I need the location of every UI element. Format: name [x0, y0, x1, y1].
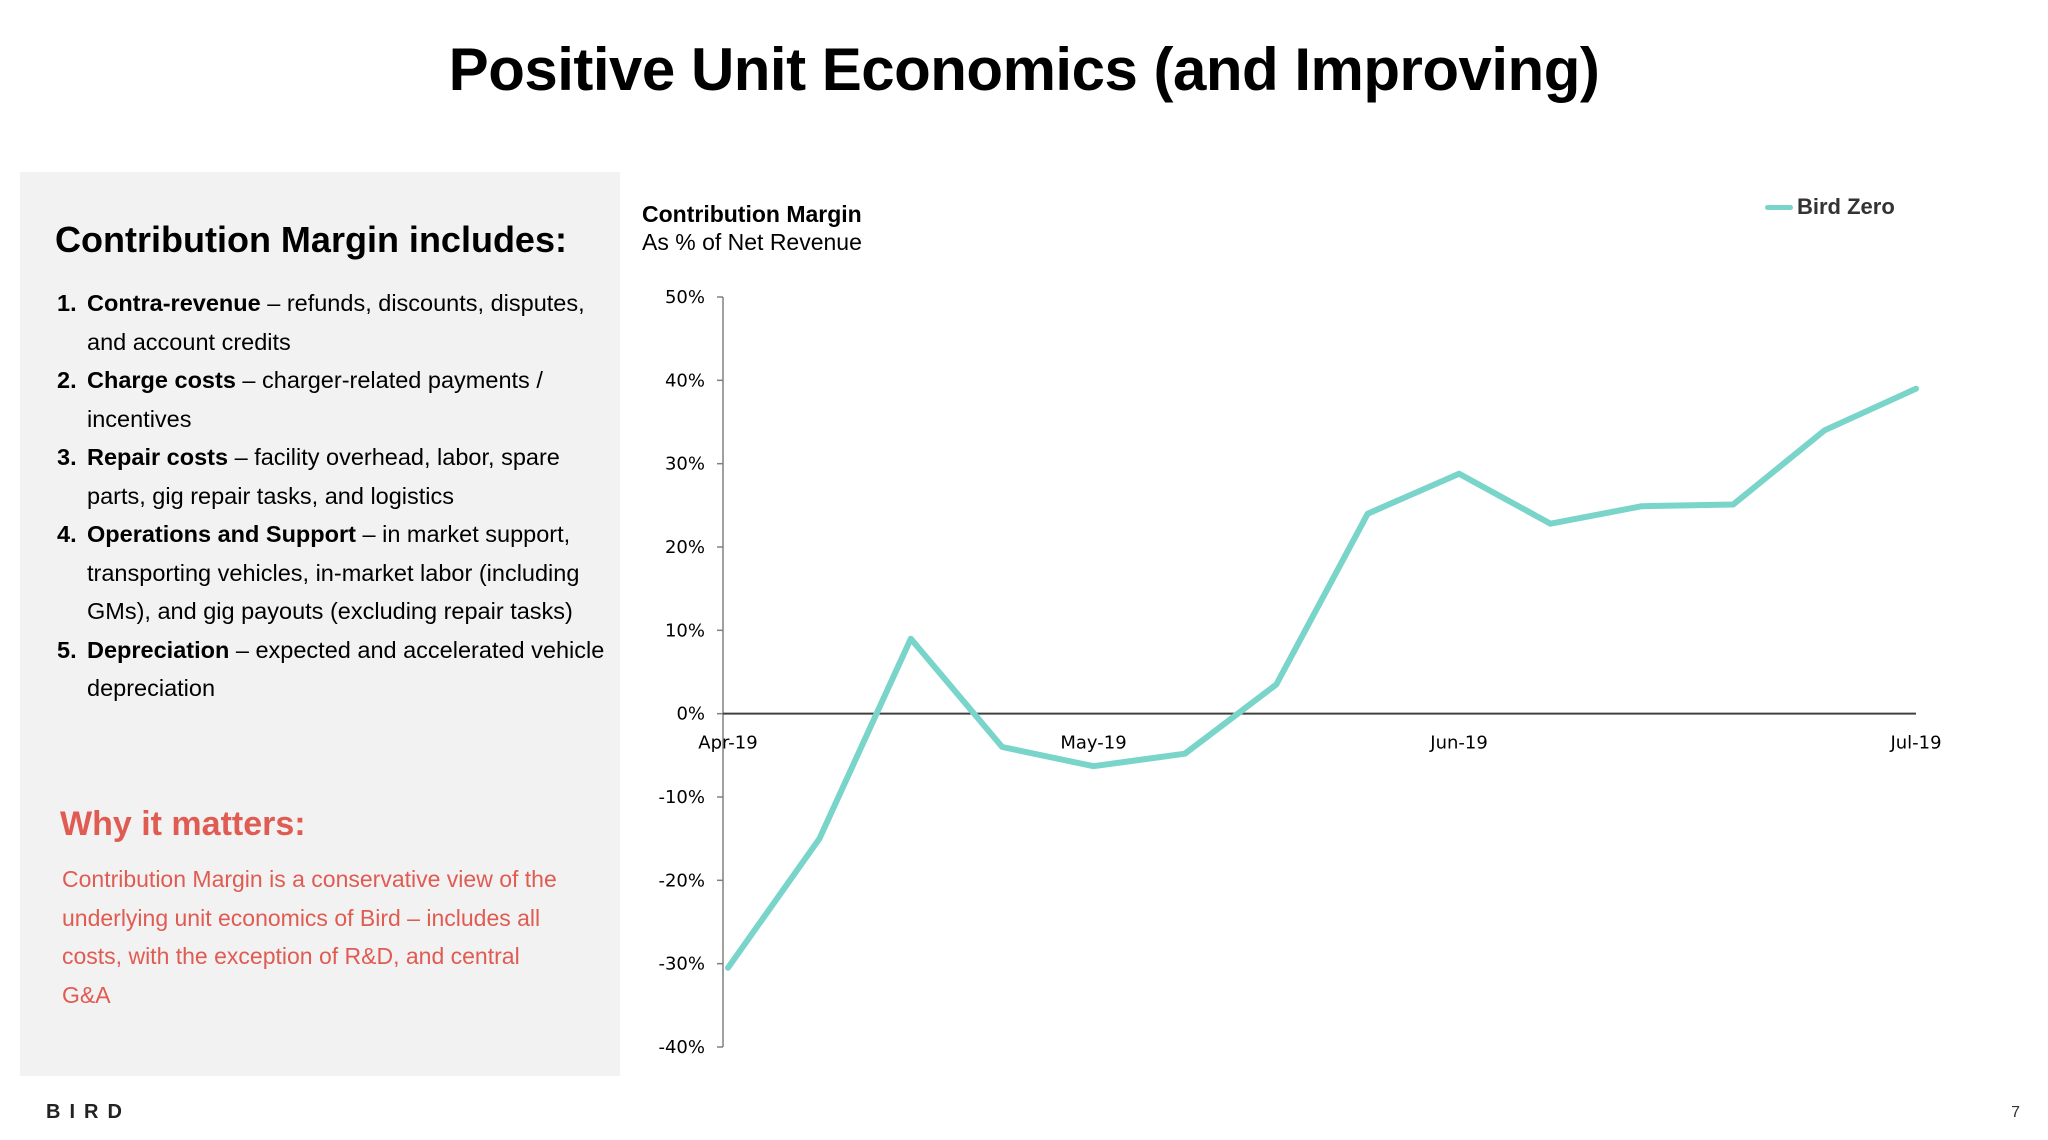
- sidebar-panel: Contribution Margin includes: 1. Contra-…: [20, 172, 620, 1076]
- chart-subtitle: As % of Net Revenue: [642, 229, 862, 255]
- chart-title-block: Contribution Margin As % of Net Revenue: [642, 200, 862, 256]
- data-point: [1548, 522, 1552, 526]
- list-number: 3.: [57, 444, 77, 470]
- list-item-title: Contra-revenue: [87, 290, 261, 316]
- list-item-text: – charger-related payments / incentives: [87, 367, 543, 432]
- data-point: [817, 837, 821, 841]
- list-item: 4. Operations and Support – in market su…: [57, 515, 612, 631]
- data-point: [1731, 503, 1735, 506]
- data-point: [1640, 504, 1644, 508]
- why-heading: Why it matters:: [60, 805, 306, 843]
- y-tick-label: -30%: [658, 954, 705, 975]
- y-tick-label: 0%: [676, 704, 705, 725]
- x-tick-label: Apr-19: [698, 733, 757, 754]
- page-number: 7: [2011, 1104, 2020, 1121]
- data-point: [1092, 764, 1096, 768]
- list-item-text: – expected and accelerated vehicle depre…: [87, 636, 605, 702]
- cost-list: 1. Contra-revenue – refunds, discounts, …: [57, 284, 612, 708]
- list-item-title: Charge costs: [87, 367, 236, 393]
- list-item-title: Operations and Support: [87, 521, 356, 547]
- data-point: [909, 637, 913, 641]
- page-title: Positive Unit Economics (and Improving): [448, 36, 1600, 103]
- data-point: [1274, 683, 1278, 686]
- chart-title: Contribution Margin: [642, 201, 862, 227]
- data-point: [1000, 745, 1004, 749]
- sidebar-heading: Contribution Margin includes:: [55, 219, 567, 260]
- list-item-text: – facility overhead, labor, spare parts,…: [87, 444, 560, 509]
- y-tick-label: -20%: [658, 870, 705, 891]
- list-item: 3. Repair costs – facility overhead, lab…: [57, 438, 612, 515]
- bird-logo: BIRD: [46, 1101, 131, 1123]
- list-item: 2. Charge costs – charger-related paymen…: [57, 361, 612, 438]
- y-tick-label: 50%: [665, 287, 705, 308]
- x-tick-label: May-19: [1060, 733, 1126, 754]
- legend-swatch: [1765, 204, 1793, 210]
- y-tick-label: -10%: [658, 787, 705, 808]
- data-point: [726, 966, 730, 970]
- data-point: [1914, 387, 1918, 391]
- data-point: [1183, 752, 1187, 756]
- x-tick-label: Jun-19: [1429, 733, 1488, 754]
- list-number: 5.: [57, 636, 77, 663]
- legend-label: Bird Zero: [1797, 194, 1895, 219]
- list-item-text: – refunds, discounts, disputes, and acco…: [87, 290, 585, 355]
- data-point: [1366, 512, 1370, 516]
- data-point: [1823, 428, 1827, 432]
- data-point: [1457, 472, 1461, 476]
- x-tick-label: Jul-19: [1889, 733, 1941, 754]
- y-tick-label: 10%: [665, 620, 705, 641]
- list-item-text: – in market support, transporting vehicl…: [87, 521, 580, 624]
- list-number: 1.: [57, 290, 77, 316]
- why-text: Contribution Margin is a conservative vi…: [62, 866, 557, 1008]
- list-item: 1. Contra-revenue – refunds, discounts, …: [57, 284, 612, 361]
- series-line-bird-zero: [725, 385, 1919, 971]
- y-tick-label: 20%: [665, 537, 705, 558]
- list-item-title: Depreciation: [87, 636, 230, 663]
- list-item-title: Repair costs: [87, 444, 229, 470]
- list-number: 4.: [57, 521, 77, 547]
- y-tick-label: 30%: [665, 454, 705, 475]
- y-tick-label: 40%: [665, 370, 705, 391]
- list-number: 2.: [57, 367, 77, 393]
- chart-legend: Bird Zero: [1765, 194, 1895, 220]
- y-tick-label: -40%: [658, 1037, 705, 1058]
- list-item: 5. Depreciation – expected and accelerat…: [57, 631, 612, 708]
